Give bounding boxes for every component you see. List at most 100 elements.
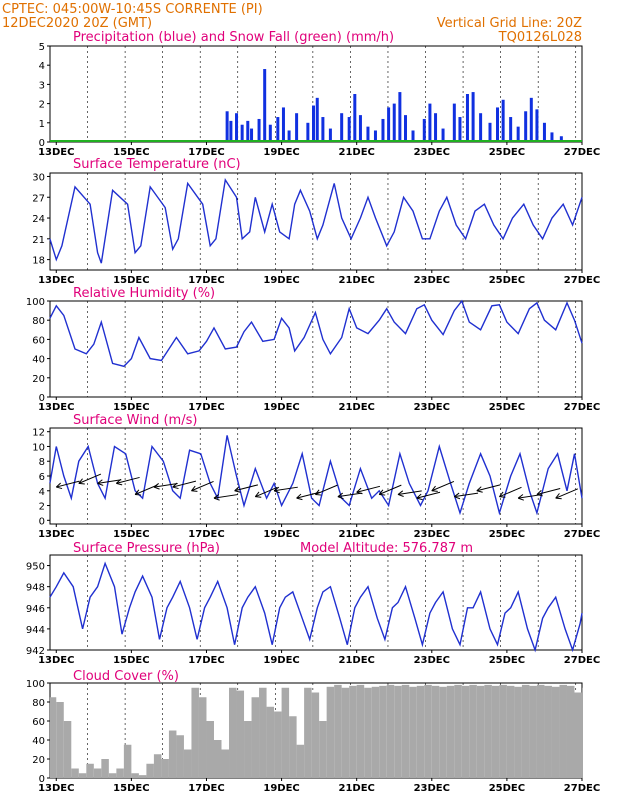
precip-bar	[387, 107, 391, 142]
x-tick-label: 25DEC	[489, 402, 525, 413]
y-tick-label: 60	[32, 335, 45, 346]
x-tick-label: 27DEC	[564, 402, 600, 413]
cloud-bar	[409, 686, 417, 778]
precip-bar	[392, 103, 396, 142]
precip-bar	[235, 113, 239, 142]
location-header: CPTEC: 045:00W-10:45S CORRENTE (PI)	[2, 2, 263, 17]
y-tick-label: 3	[39, 80, 45, 91]
precip-bar	[263, 69, 267, 142]
wind-arrow	[213, 494, 238, 501]
wind-arrow	[536, 488, 561, 497]
cloud-bar	[566, 685, 575, 778]
cloud-bar	[551, 686, 560, 778]
cloud-bar	[424, 684, 432, 778]
cloud-bar	[454, 684, 462, 778]
y-tick-label: 4	[39, 487, 45, 498]
cloud-bar	[521, 684, 530, 778]
precip-bar	[559, 136, 563, 142]
x-tick-label: 25DEC	[489, 783, 525, 794]
x-tick-label: 13DEC	[38, 275, 74, 286]
cloud-bar	[153, 754, 162, 778]
x-tick-label: 13DEC	[38, 402, 74, 413]
precip-bar	[381, 118, 385, 142]
precip-bar	[509, 117, 513, 142]
y-tick-label: 0	[39, 138, 45, 149]
cloud-bar	[229, 687, 237, 778]
wind-arrow	[416, 491, 441, 501]
cloud-bar	[191, 687, 199, 778]
cloud-bar	[379, 685, 387, 778]
panel-title: Relative Humidity (%)	[73, 286, 215, 301]
panel-4: Surface Wind (m/s) 0 2 4 6 8 10 12 13DEC 15DEC 17D…	[32, 413, 600, 540]
cloud-bar	[446, 685, 455, 778]
panel-title: Surface Temperature (nC)	[73, 157, 241, 172]
cloud-bar	[514, 686, 522, 778]
precip-bar	[306, 122, 310, 142]
y-tick-label: 24	[32, 214, 45, 225]
panel-title: Surface Wind (m/s)	[73, 413, 197, 428]
y-tick-label: 0	[39, 516, 45, 527]
cloud-bar	[198, 697, 207, 778]
precip-bar	[287, 130, 291, 142]
model-code: TQ0126L028	[498, 30, 582, 45]
cloud-bar	[334, 684, 342, 778]
cloud-bar	[439, 686, 447, 778]
x-tick-label: 21DEC	[338, 402, 374, 413]
cloud-bar	[138, 775, 147, 778]
cloud-bar	[176, 735, 184, 778]
x-tick-label: 21DEC	[338, 275, 374, 286]
precip-bar	[465, 94, 469, 142]
wind-arrow	[55, 480, 80, 490]
forecast-start: 12DEC2020 20Z (GMT)	[2, 16, 152, 31]
cloud-bar	[394, 685, 402, 778]
x-tick-label: 23DEC	[414, 783, 450, 794]
precip-bar	[471, 92, 475, 142]
x-tick-label: 23DEC	[414, 529, 450, 540]
cloud-bar	[371, 686, 380, 778]
precip-bar	[328, 128, 332, 142]
cloud-bar	[416, 685, 425, 778]
x-tick-label: 13DEC	[38, 147, 74, 158]
precip-bar	[422, 118, 426, 142]
y-tick-label: 20	[32, 755, 45, 766]
cloud-bar	[536, 684, 545, 778]
y-tick-label: 30	[32, 172, 45, 183]
precip-bar	[404, 115, 408, 142]
cloud-bar	[582, 687, 583, 778]
panel-6: Cloud Cover (%) 0 20 40 60 80 100 13DEC 15DEC 17D…	[26, 669, 600, 794]
cloud-bar	[401, 684, 410, 778]
y-tick-label: 2	[39, 100, 45, 111]
wind-arrow	[476, 484, 501, 493]
precip-bar	[535, 109, 539, 142]
x-tick-label: 15DEC	[113, 655, 149, 666]
precip-bar	[452, 103, 456, 142]
x-tick-label: 19DEC	[263, 783, 299, 794]
cloud-bar	[386, 684, 395, 778]
precip-bar	[312, 105, 316, 142]
y-tick-label: 2	[39, 502, 45, 513]
x-tick-label: 21DEC	[338, 783, 374, 794]
y-tick-label: 946	[26, 604, 45, 615]
y-tick-label: 950	[26, 562, 45, 573]
y-tick-label: 18	[32, 256, 45, 267]
precip-bar	[550, 132, 554, 142]
y-tick-label: 6	[39, 472, 45, 483]
y-tick-label: 21	[32, 235, 45, 246]
panel-title: Cloud Cover (%)	[73, 669, 179, 684]
x-tick-label: 23DEC	[414, 402, 450, 413]
panel-title: Surface Pressure (hPa)	[73, 541, 220, 556]
precip-bar	[366, 126, 370, 142]
panel-2: Surface Temperature (nC) 18 21 24 27 30 13DEC 1…	[32, 157, 600, 286]
wind-arrow	[254, 486, 278, 498]
x-tick-label: 19DEC	[263, 655, 299, 666]
precip-bar	[516, 126, 520, 142]
cloud-bar	[101, 759, 109, 778]
x-tick-label: 25DEC	[489, 529, 525, 540]
cloud-bar	[236, 690, 245, 778]
panel-5: Surface Pressure (hPa) Model Altitude: 57…	[26, 541, 600, 666]
cloud-bar	[259, 687, 267, 778]
y-tick-label: 12	[32, 428, 45, 439]
cloud-bar	[221, 749, 230, 778]
y-tick-label: 5	[39, 42, 45, 53]
